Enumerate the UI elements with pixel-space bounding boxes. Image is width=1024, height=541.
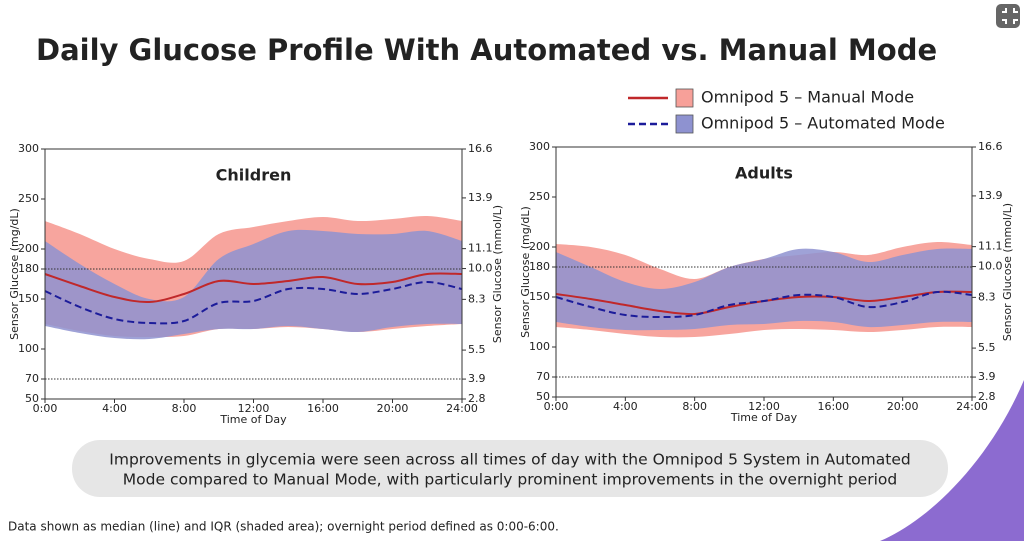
legend-swatch	[675, 88, 694, 108]
y2-tick-label: 5.5	[468, 343, 486, 356]
slide-title: Daily Glucose Profile With Automated vs.…	[36, 33, 937, 67]
callout-box	[72, 440, 948, 497]
x-tick-label: 20:00	[887, 400, 919, 413]
y2-tick-label: 11.1	[978, 240, 1003, 253]
y2-tick-label: 13.9	[468, 191, 493, 204]
y2-axis-label: Sensor Glucose (mmol/L)	[491, 205, 504, 343]
y2-tick-label: 8.3	[468, 292, 486, 305]
y-tick-label: 200	[529, 240, 550, 253]
y-tick-label: 100	[18, 342, 39, 355]
y-tick-label: 70	[25, 372, 39, 385]
y-tick-label: 250	[18, 192, 39, 205]
y2-tick-label: 3.9	[468, 372, 486, 385]
y2-tick-label: 10.0	[468, 262, 493, 275]
x-tick-label: 12:00	[748, 400, 780, 413]
chart-title: Children	[216, 166, 292, 185]
legend-label: Omnipod 5 – Automated Mode	[701, 114, 945, 133]
y2-tick-label: 11.1	[468, 242, 493, 255]
y2-tick-label: 2.8	[468, 392, 486, 405]
y-axis-label: Sensor Glucose (mg/dL)	[519, 206, 532, 338]
y2-tick-label: 13.9	[978, 189, 1003, 202]
y-axis-label: Sensor Glucose (mg/dL)	[8, 208, 21, 340]
median-line	[44, 272, 463, 304]
y-tick-label: 300	[529, 140, 550, 153]
x-tick-label: 12:00	[238, 402, 270, 415]
x-tick-label: 8:00	[682, 400, 707, 413]
y-tick-label: 50	[25, 392, 39, 405]
y2-tick-label: 3.9	[978, 370, 996, 383]
y-tick-label: 250	[529, 190, 550, 203]
minimize-icon	[1002, 8, 1018, 24]
x-axis-label: Time of Day	[730, 411, 798, 424]
iqr-band	[556, 248, 972, 331]
y-tick-label: 150	[529, 290, 550, 303]
y2-tick-label: 5.5	[978, 341, 996, 354]
x-tick-label: 20:00	[377, 402, 409, 415]
x-tick-label: 16:00	[817, 400, 849, 413]
y-tick-label: 180	[529, 260, 550, 273]
legend-label: Omnipod 5 – Manual Mode	[701, 88, 914, 107]
legend-swatch	[675, 114, 694, 134]
chart-title: Adults	[735, 164, 793, 183]
y2-tick-label: 16.6	[468, 142, 493, 155]
median-line	[555, 290, 973, 319]
y2-axis-label: Sensor Glucose (mmol/L)	[1001, 203, 1014, 341]
y2-tick-label: 8.3	[978, 290, 996, 303]
y-tick-label: 70	[536, 370, 550, 383]
y2-tick-label: 2.8	[978, 390, 996, 403]
x-tick-label: 0:00	[544, 400, 569, 413]
callout-line-2: Mode compared to Manual Mode, with parti…	[123, 471, 897, 489]
callout-line-1: Improvements in glycemia were seen acros…	[109, 451, 910, 469]
y-tick-label: 150	[18, 292, 39, 305]
x-tick-label: 24:00	[956, 400, 988, 413]
y-tick-label: 200	[18, 242, 39, 255]
footnote: Data shown as median (line) and IQR (sha…	[8, 520, 559, 534]
x-tick-label: 4:00	[102, 402, 127, 415]
y2-tick-label: 16.6	[978, 140, 1003, 153]
y-tick-label: 300	[18, 142, 39, 155]
x-tick-label: 4:00	[613, 400, 638, 413]
y2-tick-label: 10.0	[978, 260, 1003, 273]
x-tick-label: 8:00	[172, 402, 197, 415]
x-tick-label: 16:00	[307, 402, 339, 415]
x-tick-label: 0:00	[33, 402, 58, 415]
x-axis-label: Time of Day	[219, 413, 287, 426]
y-tick-label: 180	[18, 262, 39, 275]
x-tick-label: 24:00	[446, 402, 478, 415]
decor-swoosh	[880, 380, 1024, 541]
y-tick-label: 100	[529, 340, 550, 353]
minimize-button[interactable]	[996, 4, 1020, 28]
y-tick-label: 50	[536, 390, 550, 403]
